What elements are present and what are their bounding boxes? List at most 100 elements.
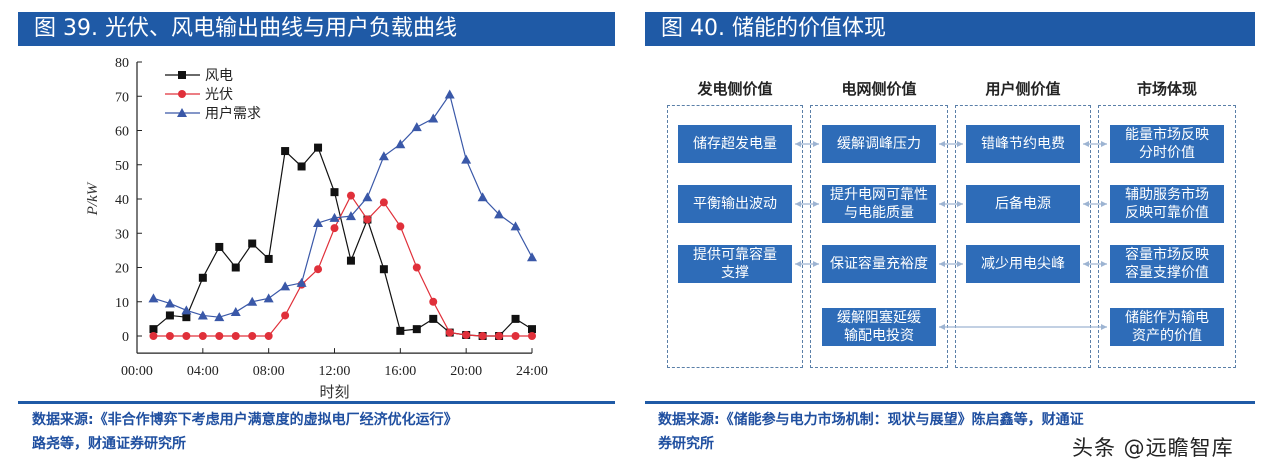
data-point <box>248 332 257 340</box>
data-point <box>314 143 323 152</box>
data-point <box>445 328 454 337</box>
y-tick-label: 60 <box>115 125 129 140</box>
legend-marker <box>178 90 186 98</box>
y-tick-label: 70 <box>115 90 129 105</box>
column-3 <box>1098 105 1236 368</box>
x-tick-label: 16:00 <box>384 364 416 379</box>
data-point <box>330 188 339 197</box>
data-point <box>346 191 355 200</box>
data-point <box>378 151 389 161</box>
data-point <box>330 224 339 233</box>
source-line: 路尧等，财通证券研究所 <box>32 436 186 452</box>
data-point <box>444 89 455 99</box>
data-point <box>396 222 405 231</box>
x-tick-label: 12:00 <box>319 364 351 379</box>
data-point <box>363 215 372 224</box>
data-point <box>148 293 159 303</box>
data-point <box>477 192 488 202</box>
data-point <box>411 122 422 132</box>
data-point <box>149 325 158 334</box>
divider <box>18 401 615 404</box>
legend-label: 光伏 <box>205 87 233 103</box>
data-point <box>511 314 520 323</box>
data-point <box>164 298 175 308</box>
data-point <box>462 330 471 339</box>
data-point <box>197 310 208 320</box>
data-point <box>296 277 307 287</box>
legend-marker <box>177 108 187 117</box>
divider <box>645 401 1255 404</box>
line-chart: 0 10 20 30 40 50 60 70 80 00:00 04:00 08:00 12:00 16:… <box>85 56 548 400</box>
data-point <box>461 154 472 164</box>
data-point <box>231 332 240 340</box>
data-point <box>510 221 521 231</box>
value-box: 缓解调峰压力 <box>822 125 936 163</box>
legend-label: 用户需求 <box>205 105 261 122</box>
data-point <box>429 314 438 323</box>
y-tick-label: 40 <box>115 193 129 208</box>
series-line-2 <box>153 93 533 318</box>
value-box: 缓解阻塞延缓 输配电投资 <box>822 308 936 346</box>
data-point <box>198 332 207 340</box>
data-point <box>494 209 505 219</box>
series-line-0 <box>153 146 533 337</box>
source-line: 数据来源:《储能参与电力市场机制：现状与展望》陈启鑫等，财通证 <box>658 412 1084 428</box>
data-point <box>428 113 439 123</box>
data-point <box>230 307 241 317</box>
value-box: 后备电源 <box>966 185 1080 223</box>
data-point <box>165 311 174 320</box>
data-point <box>314 265 323 274</box>
y-tick-label: 50 <box>115 159 129 174</box>
watermark: 头条 @远瞻智库 <box>1072 436 1234 460</box>
column-0 <box>667 105 803 368</box>
data-point <box>527 252 537 262</box>
value-box: 储能作为输电 资产的价值 <box>1110 308 1224 346</box>
data-point <box>198 273 207 282</box>
data-point <box>329 212 340 222</box>
data-point <box>379 198 388 207</box>
x-tick-label: 24:00 <box>516 364 548 379</box>
data-point <box>528 325 536 334</box>
value-box: 错峰节约电费 <box>966 125 1080 163</box>
data-point <box>263 293 274 303</box>
data-point <box>231 263 240 272</box>
data-point <box>182 332 191 340</box>
data-point <box>280 281 291 291</box>
data-point <box>412 325 421 334</box>
data-point <box>215 242 224 251</box>
figure-40-title: 图 40. 储能的价值体现 <box>645 12 1255 46</box>
x-axis-label: 时刻 <box>319 384 349 400</box>
value-box: 提升电网可靠性 与电能质量 <box>822 185 936 223</box>
data-point <box>313 217 324 227</box>
value-box: 保证容量充裕度 <box>822 245 936 283</box>
data-point <box>182 313 191 322</box>
data-point <box>181 305 192 315</box>
figure-39-title: 图 39. 光伏、风电输出曲线与用户负载曲线 <box>18 12 615 46</box>
data-point <box>396 326 405 335</box>
source-line: 数据来源:《非合作博弈下考虑用户满意度的虚拟电厂经济优化运行》 <box>32 412 458 428</box>
y-tick-label: 30 <box>115 227 129 242</box>
data-point <box>264 254 273 263</box>
data-point <box>248 239 257 248</box>
data-point <box>495 332 504 340</box>
data-point <box>281 147 290 156</box>
value-box: 平衡输出波动 <box>678 185 792 223</box>
value-box: 辅助服务市场 反映可靠价值 <box>1110 185 1224 223</box>
x-tick-label: 04:00 <box>187 364 219 379</box>
x-tick-label: 08:00 <box>253 364 285 379</box>
column-header: 发电侧价值 <box>697 80 773 98</box>
source-line: 券研究所 <box>658 436 714 452</box>
y-tick-label: 20 <box>115 262 129 277</box>
data-point <box>214 312 225 322</box>
legend-marker <box>178 71 186 79</box>
data-point <box>528 332 536 340</box>
data-point <box>247 296 258 306</box>
data-point <box>345 211 356 221</box>
column-2 <box>955 105 1091 368</box>
column-1 <box>810 105 948 368</box>
x-tick-label: 00:00 <box>121 364 153 379</box>
column-header: 用户侧价值 <box>985 80 1061 98</box>
legend-label: 风电 <box>205 68 233 84</box>
data-point <box>215 332 224 340</box>
data-point <box>281 311 290 320</box>
